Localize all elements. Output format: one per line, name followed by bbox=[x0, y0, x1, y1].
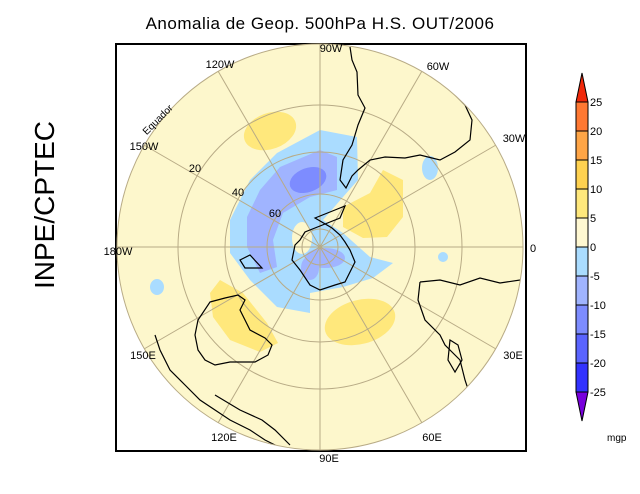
graticule bbox=[117, 44, 523, 450]
colorbar-label: 15 bbox=[590, 155, 602, 167]
colorbar-unit: mgp bbox=[607, 433, 627, 444]
colorbar-arrow-top bbox=[575, 72, 589, 103]
lon-label: 150E bbox=[130, 350, 156, 362]
colorbar-label: -5 bbox=[590, 271, 600, 283]
colorbar bbox=[575, 72, 589, 422]
colorbar-band bbox=[575, 217, 589, 248]
anomaly-fields bbox=[117, 44, 523, 450]
lon-label: 30E bbox=[503, 350, 523, 362]
negative-anomaly bbox=[289, 166, 327, 194]
lon-label: 150W bbox=[130, 141, 159, 153]
lon-label: 90W bbox=[320, 43, 343, 55]
lon-label: 60W bbox=[427, 61, 450, 73]
lat-label: 60 bbox=[269, 208, 281, 220]
negative-anomaly bbox=[422, 156, 438, 180]
negative-anomaly bbox=[301, 256, 319, 280]
lon-label: 90E bbox=[319, 453, 339, 465]
colorbar-band bbox=[575, 130, 589, 161]
positive-anomaly bbox=[243, 111, 297, 151]
lon-label: 30W bbox=[503, 133, 526, 145]
lon-label: 0 bbox=[530, 243, 536, 255]
lon-label: 60E bbox=[422, 432, 442, 444]
lon-label: 180W bbox=[104, 246, 133, 258]
near-zero-area bbox=[292, 222, 312, 254]
colorbar-label: -25 bbox=[590, 387, 606, 399]
colorbar-label: -15 bbox=[590, 329, 606, 341]
colorbar-label: 5 bbox=[590, 213, 596, 225]
colorbar-band bbox=[575, 159, 589, 190]
colorbar-labels: 25 20 15 10 5 0 -5 -10 -15 -20 -25 mgp bbox=[590, 97, 627, 444]
lon-label: 120E bbox=[211, 432, 237, 444]
lat-label: 20 bbox=[189, 163, 201, 175]
positive-anomaly bbox=[343, 170, 403, 238]
colorbar-band bbox=[575, 362, 589, 393]
colorbar-band bbox=[575, 101, 589, 132]
lat-label: 40 bbox=[232, 187, 244, 199]
negative-anomaly bbox=[150, 279, 164, 295]
colorbar-band bbox=[575, 188, 589, 219]
colorbar-band bbox=[575, 304, 589, 335]
colorbar-band bbox=[575, 275, 589, 306]
colorbar-label: -20 bbox=[590, 358, 606, 370]
coastlines bbox=[154, 46, 523, 450]
positive-anomaly bbox=[324, 298, 396, 346]
colorbar-band bbox=[575, 333, 589, 364]
colorbar-band bbox=[575, 246, 589, 277]
lon-label: 120W bbox=[206, 59, 235, 71]
colorbar-label: 10 bbox=[590, 184, 602, 196]
colorbar-label: 20 bbox=[590, 126, 602, 138]
colorbar-arrow-bottom bbox=[575, 391, 589, 422]
colorbar-label: -10 bbox=[590, 300, 606, 312]
negative-anomaly bbox=[438, 252, 448, 262]
chart-title: Anomalia de Geop. 500hPa H.S. OUT/2006 bbox=[145, 14, 495, 33]
colorbar-label: 0 bbox=[590, 242, 596, 254]
colorbar-label: 25 bbox=[590, 97, 602, 109]
